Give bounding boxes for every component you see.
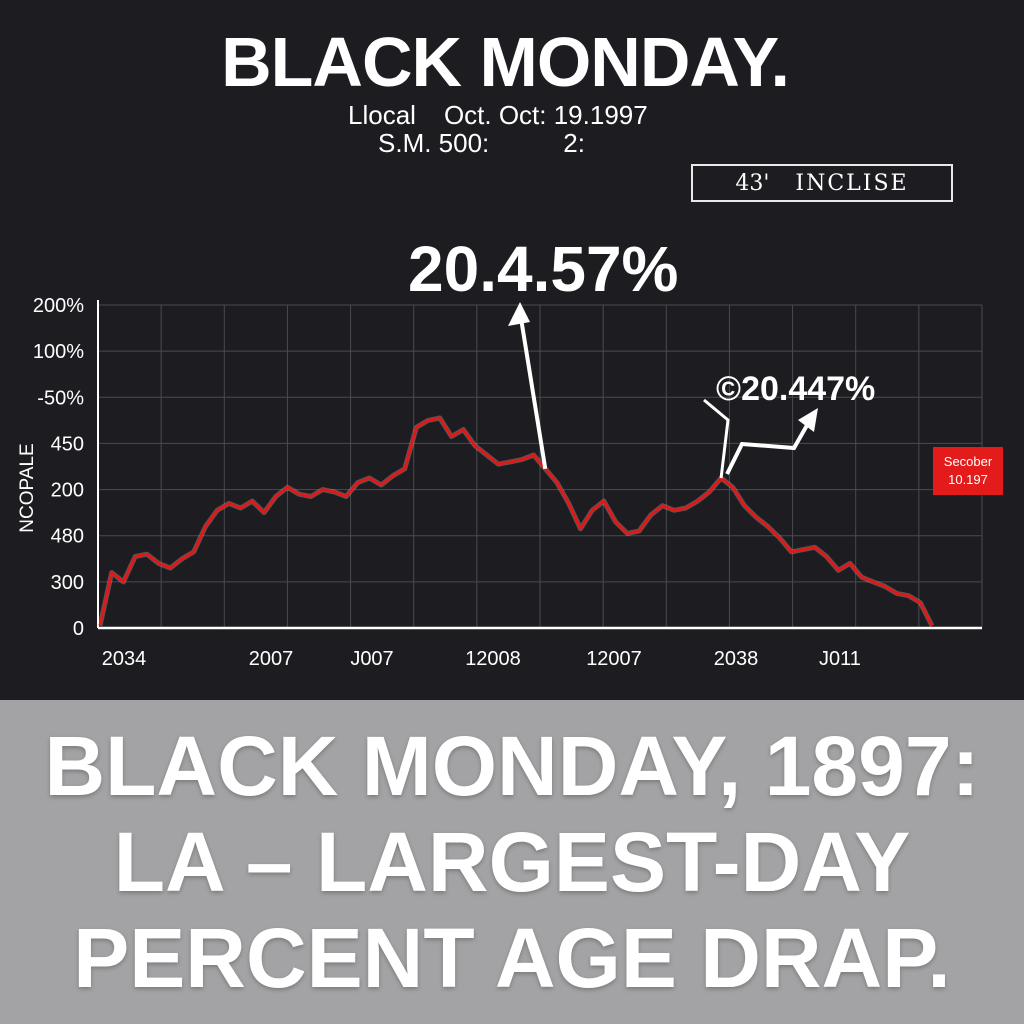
secondary-callout-value: 20.447%: [741, 370, 876, 408]
y-tick-labels: 0 300 480 200 450 -50% 100% 200%: [33, 295, 84, 640]
chart-panel: [0, 0, 1024, 700]
series-line: [98, 416, 934, 627]
headline-line-3: PERCENT AGE DRAP.: [73, 911, 951, 1005]
y-tick-label: 300: [51, 572, 84, 594]
line-chart: 0 300 480 200 450 -50% 100% 200% 2034 2007 J007 12…: [33, 295, 983, 670]
subtitle-line-2: S.M. 500: 2:: [378, 128, 585, 159]
series-line-glow: [97, 415, 935, 627]
y-tick-label: 480: [51, 526, 84, 548]
y-tick-label: 0: [73, 618, 84, 640]
date-tag: Secober 10.197: [933, 447, 1003, 495]
secondary-callout-hook: [703, 398, 730, 479]
y-tick-label: 100%: [33, 341, 84, 363]
x-tick-label: J011: [819, 648, 861, 670]
page-title: BLACK MONDAY.: [221, 23, 790, 101]
y-tick-label: -50%: [37, 387, 84, 409]
indicator-box: 43' INCLISE: [691, 164, 953, 202]
primary-callout-arrow: [518, 311, 548, 470]
subtitle-index: S.M. 500:: [378, 128, 490, 158]
x-tick-label: 12007: [586, 648, 642, 670]
subtitle-location: Llocal: [348, 100, 416, 130]
headline-banner: [0, 700, 1024, 1024]
y-tick-label: 450: [51, 433, 84, 455]
headline: BLACK MONDAY, 1897: LA – LARGEST-DAY PER…: [0, 718, 1024, 1006]
headline-line-1: BLACK MONDAY, 1897:: [44, 719, 980, 813]
y-tick-label: 200: [51, 480, 84, 502]
indicator-text: INCLISE: [795, 170, 909, 196]
secondary-callout: ©20.447%: [716, 370, 875, 409]
primary-callout-arrowhead: [508, 302, 530, 326]
subtitle-date: Oct. Oct: 19.1997: [443, 100, 648, 130]
secondary-callout-prefix: ©: [716, 370, 742, 408]
date-tag-line-2: 10.197: [948, 472, 988, 487]
subtitle-line-1: Llocal Oct. Oct: 19.1997: [348, 100, 648, 131]
x-tick-label: 2034: [102, 648, 147, 670]
y-axis-label: NCOPALE: [17, 443, 38, 533]
date-tag-line-1: Secober: [943, 454, 993, 469]
chart-series: [97, 415, 935, 627]
chart-axes: [97, 300, 982, 630]
x-tick-label: J007: [350, 648, 393, 670]
subtitle-value: 2:: [563, 128, 585, 158]
headline-line-2: LA – LARGEST-DAY: [113, 815, 911, 909]
indicator-number: 43': [735, 170, 770, 196]
secondary-callout-arrow: [725, 419, 812, 475]
secondary-callout-arrowhead: [798, 408, 818, 432]
y-tick-label: 200%: [33, 295, 84, 317]
chart-grid: [97, 304, 983, 629]
x-tick-labels: 2034 2007 J007 12008 12007 2038 J011: [102, 648, 861, 670]
primary-callout: 20.4.57%: [408, 233, 679, 305]
x-tick-label: 2038: [714, 648, 759, 670]
x-tick-label: 2007: [249, 648, 294, 670]
callout-arrows: [508, 302, 818, 479]
x-tick-label: 12008: [465, 648, 521, 670]
